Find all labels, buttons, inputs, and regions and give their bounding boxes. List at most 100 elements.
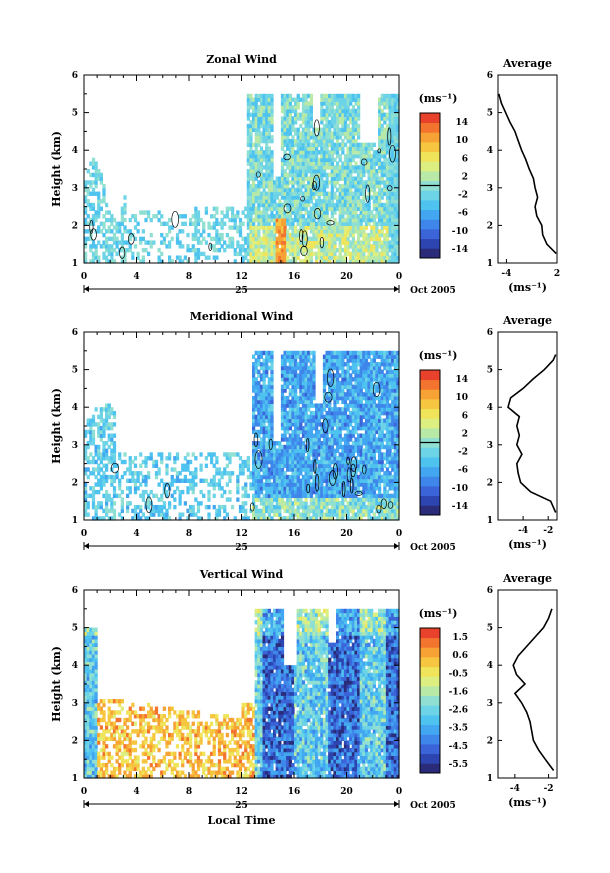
heatmap-cell — [317, 482, 321, 487]
heatmap-cell — [84, 471, 88, 476]
heatmap-cell — [294, 101, 298, 106]
heatmap-cell — [278, 225, 282, 230]
heatmap-cell — [359, 221, 363, 226]
heatmap-cell — [286, 184, 290, 189]
heatmap-cell — [333, 482, 337, 487]
heatmap-cell — [283, 399, 287, 405]
heatmap-cell — [296, 180, 300, 185]
heatmap-cell — [325, 127, 329, 132]
heatmap-cell — [296, 240, 300, 245]
heatmap-cell — [354, 399, 358, 405]
heatmap-cell — [267, 187, 271, 193]
heatmap-cell — [304, 482, 308, 487]
heatmap-cell — [283, 459, 287, 465]
heatmap-cell — [246, 493, 250, 499]
heatmap-cell — [273, 232, 277, 238]
heatmap-cell — [315, 244, 319, 249]
heatmap-cell — [207, 221, 211, 226]
heatmap-cell — [351, 150, 355, 155]
heatmap-cell — [246, 138, 250, 144]
heatmap-cell — [254, 504, 258, 510]
heatmap-cell — [273, 452, 277, 457]
heatmap-cell — [375, 157, 379, 163]
heatmap-cell — [115, 463, 119, 468]
heatmap-cell — [393, 142, 397, 148]
heatmap-cell — [257, 259, 261, 264]
heatmap-cell — [288, 131, 292, 136]
heatmap-cell — [396, 138, 400, 144]
heatmap-cell — [325, 146, 329, 151]
heatmap-cell — [307, 414, 311, 420]
heatmap-cell — [299, 478, 303, 483]
heatmap-cell — [252, 482, 256, 487]
heatmap-cell — [173, 456, 177, 461]
heatmap-cell — [294, 392, 298, 397]
heatmap-cell — [333, 463, 337, 468]
heatmap-cell — [396, 161, 400, 166]
heatmap-cell — [362, 467, 366, 472]
heatmap-cell — [391, 225, 395, 230]
heatmap-cell — [265, 516, 269, 521]
heatmap-cell — [372, 187, 376, 193]
heatmap-cell — [254, 206, 258, 211]
heatmap-cell — [328, 489, 332, 495]
heatmap-cell — [346, 244, 350, 249]
heatmap-cell — [194, 225, 198, 230]
heatmap-cell — [341, 187, 345, 193]
heatmap-cell — [336, 150, 340, 155]
heatmap-cell — [378, 101, 382, 106]
heatmap-cell — [178, 497, 182, 502]
heatmap-cell — [370, 161, 374, 166]
heatmap-cell — [309, 444, 313, 450]
heatmap-cell — [378, 97, 382, 102]
heatmap-cell — [338, 463, 342, 468]
heatmap-cell — [383, 112, 387, 117]
heatmap-cell — [296, 422, 300, 427]
heatmap-cell — [367, 191, 371, 196]
heatmap-cell — [257, 135, 261, 140]
heatmap-cell — [296, 229, 300, 234]
heatmap-cell — [262, 138, 266, 144]
heatmap-cell — [309, 131, 313, 136]
heatmap-cell — [254, 236, 258, 242]
heatmap-cell — [325, 112, 329, 117]
heatmap-cell — [393, 244, 397, 249]
heatmap-cell — [325, 259, 329, 264]
heatmap-cell — [336, 255, 340, 260]
heatmap-cell — [265, 489, 269, 495]
heatmap-cell — [288, 512, 292, 517]
heatmap-cell — [259, 214, 264, 219]
heatmap-cell — [343, 362, 348, 367]
heatmap-cell — [346, 251, 350, 257]
heatmap-cell — [168, 259, 172, 264]
heatmap-cell — [343, 474, 348, 480]
heatmap-cell — [257, 244, 261, 249]
heatmap-cell — [343, 259, 348, 264]
heatmap-cell — [280, 187, 285, 193]
heatmap-cell — [330, 138, 334, 144]
heatmap-cell — [333, 202, 337, 208]
heatmap-cell — [291, 247, 295, 253]
heatmap-cell — [304, 112, 308, 117]
heatmap-cell — [317, 497, 321, 502]
heatmap-cell — [265, 105, 269, 110]
heatmap-cell — [333, 225, 337, 230]
heatmap-cell — [294, 255, 298, 260]
heatmap-cell — [299, 516, 303, 521]
heatmap-cell — [362, 373, 366, 378]
heatmap-cell — [362, 392, 366, 397]
heatmap-cell — [299, 365, 303, 371]
heatmap-cell — [330, 176, 334, 181]
heatmap-cell — [359, 251, 363, 257]
heatmap-cell — [147, 210, 151, 215]
heatmap-cell — [378, 210, 382, 215]
heatmap-cell — [362, 365, 366, 371]
heatmap-cell — [280, 120, 285, 125]
heatmap-cell — [354, 142, 358, 148]
heatmap-cell — [288, 365, 292, 371]
heatmap-cell — [346, 97, 350, 102]
heatmap-cell — [322, 362, 327, 367]
heatmap-cell — [362, 169, 366, 174]
heatmap-cell — [283, 120, 287, 125]
heatmap-cell — [375, 206, 379, 211]
